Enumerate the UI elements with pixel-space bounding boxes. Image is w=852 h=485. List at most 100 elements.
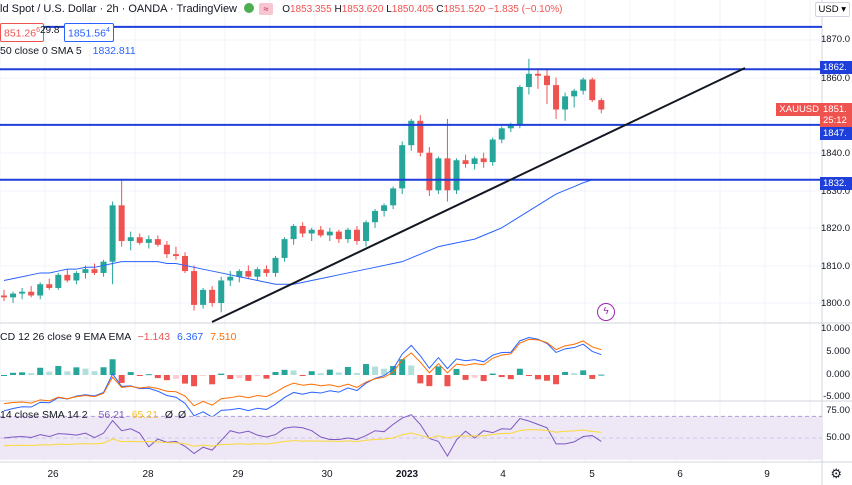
candle-body	[525, 73, 532, 87]
rsi-line	[3, 414, 602, 457]
macd-histogram-bar	[254, 375, 261, 377]
macd-histogram-bar	[10, 372, 17, 375]
candle-body	[200, 289, 207, 305]
rsi-legend[interactable]: 14 close SMA 14 2 56.21 65.21 Ø Ø	[0, 409, 187, 421]
candle-body	[480, 158, 487, 163]
macd-legend[interactable]: CD 12 26 close 9 EMA EMA −1.143 6.367 7.…	[0, 331, 237, 343]
currency-selector[interactable]: USD ▾	[814, 2, 850, 17]
candle-body	[553, 85, 560, 110]
candle-body	[417, 120, 424, 153]
macd-histogram-bar	[118, 375, 125, 383]
macd-histogram-bar	[317, 373, 324, 375]
macd-tick: 0.000	[826, 369, 850, 380]
candle-body	[91, 269, 98, 273]
candle-body	[598, 100, 605, 110]
chevron-down-icon: ▾	[841, 4, 846, 15]
data-source-icon[interactable]: ≈	[259, 3, 274, 15]
rsi-tick: 75.00	[826, 405, 850, 416]
time-tick: 5	[589, 469, 595, 480]
macd-histogram-bar	[571, 373, 578, 375]
candle-body	[37, 284, 44, 296]
candle-body	[290, 225, 297, 240]
change-value: −1.835 (−0.10%)	[488, 4, 563, 15]
candle-body	[498, 128, 505, 140]
macd-histogram-bar	[435, 366, 442, 375]
macd-histogram-bar	[218, 373, 225, 375]
candle-body	[353, 229, 360, 242]
macd-histogram-bar	[462, 375, 469, 380]
candle-body	[19, 291, 26, 294]
candle-body	[254, 269, 261, 277]
macd-histogram-bar	[82, 368, 89, 375]
candle-body	[145, 239, 152, 243]
sma-legend[interactable]: 50 close 0 SMA 5 1832.811	[0, 45, 136, 57]
candle-body	[299, 225, 306, 234]
spread-value: 29.8	[40, 25, 60, 36]
candle-body	[435, 158, 442, 191]
time-tick: 2023	[395, 469, 419, 480]
candle-body	[444, 158, 451, 191]
candle-body	[263, 269, 270, 273]
lightning-icon[interactable]: ϟ	[597, 303, 615, 321]
macd-histogram-bar	[344, 366, 351, 375]
macd-histogram-bar	[299, 375, 306, 376]
time-tick: 28	[142, 469, 154, 480]
time-tick: 26	[47, 469, 59, 480]
candle-body	[136, 237, 143, 243]
macd-histogram-bar	[209, 375, 216, 385]
macd-histogram-bar	[272, 372, 279, 375]
macd-histogram-bar	[127, 372, 134, 375]
candle-body	[109, 205, 116, 262]
symbol-legend: ld Spot / U.S. Dollar · 2h · OANDA · Tra…	[0, 3, 563, 15]
level-label-1847: 1847.	[820, 127, 852, 140]
macd-histogram-bar	[480, 375, 487, 382]
candle-body	[118, 205, 125, 242]
candle-body	[308, 229, 315, 234]
market-status-icon	[244, 3, 255, 13]
rsi-band	[0, 416, 822, 460]
candle-body	[209, 289, 216, 303]
macd-histogram-bar	[172, 375, 179, 379]
candle-body	[227, 276, 234, 281]
macd-histogram-bar	[408, 365, 415, 375]
macd-histogram-bar	[73, 367, 80, 375]
candle-body	[10, 293, 17, 298]
macd-histogram-bar	[19, 372, 26, 375]
price-tick: 1830.0	[820, 186, 850, 197]
macd-histogram-bar	[372, 366, 379, 375]
candle-body	[163, 244, 170, 255]
candle-body	[73, 272, 80, 281]
macd-histogram-bar	[390, 365, 397, 375]
symbol-label: XAUUSD	[776, 103, 822, 116]
sell-price-button[interactable]: 851.266	[0, 23, 45, 42]
candle-body	[191, 271, 198, 305]
macd-histogram-bar	[290, 370, 297, 375]
candle-body	[64, 274, 71, 281]
candle-body	[326, 231, 333, 236]
macd-histogram-bar	[399, 359, 406, 375]
ohlc-values: O1853.355 H1853.620 L1850.405 C1851.520 …	[282, 4, 563, 15]
candle-body	[381, 205, 388, 211]
settings-gear-icon[interactable]: ⚙	[830, 466, 842, 481]
macd-histogram-bar	[553, 375, 560, 385]
macd-tick: 5.000	[826, 346, 850, 357]
level-label-1832: 1832.	[820, 177, 852, 190]
candle-body	[507, 124, 514, 129]
macd-histogram-bar	[55, 366, 62, 375]
candle-body	[46, 284, 53, 288]
price-tick: 1800.0	[820, 298, 850, 309]
macd-tick: 10.000	[820, 323, 850, 334]
macd-histogram-bar	[308, 371, 315, 375]
price-tick: 1860.0	[820, 73, 850, 84]
time-tick: 29	[232, 469, 244, 480]
macd-histogram-bar	[598, 374, 605, 376]
macd-histogram-bar	[28, 373, 35, 375]
macd-histogram-bar	[236, 375, 243, 379]
buy-price-button[interactable]: 1851.564	[64, 23, 114, 42]
level-label-1862: 1862.	[820, 61, 852, 74]
macd-histogram-bar	[37, 367, 44, 375]
sma-line	[3, 179, 593, 285]
macd-histogram-bar	[381, 368, 388, 375]
price-tick: 1840.0	[820, 148, 850, 159]
